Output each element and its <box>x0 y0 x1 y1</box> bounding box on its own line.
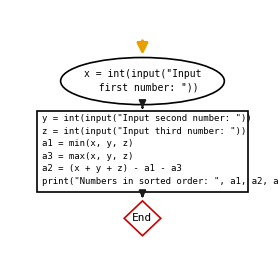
Polygon shape <box>124 201 161 236</box>
Text: a3 = max(x, y, z): a3 = max(x, y, z) <box>42 152 134 161</box>
Text: print("Numbers in sorted order: ", a1, a2, a3): print("Numbers in sorted order: ", a1, a… <box>42 177 278 186</box>
Text: a2 = (x + y + z) - a1 - a3: a2 = (x + y + z) - a1 - a3 <box>42 164 182 173</box>
Ellipse shape <box>61 57 224 105</box>
Text: End: End <box>132 213 153 223</box>
Text: a1 = min(x, y, z): a1 = min(x, y, z) <box>42 139 134 148</box>
Text: x = int(input("Input
  first number: ")): x = int(input("Input first number: ")) <box>84 69 201 93</box>
Polygon shape <box>37 111 248 192</box>
Text: y = int(input("Input second number: ")): y = int(input("Input second number: ")) <box>42 114 252 123</box>
Text: z = int(input("Input third number: ")): z = int(input("Input third number: ")) <box>42 127 247 136</box>
